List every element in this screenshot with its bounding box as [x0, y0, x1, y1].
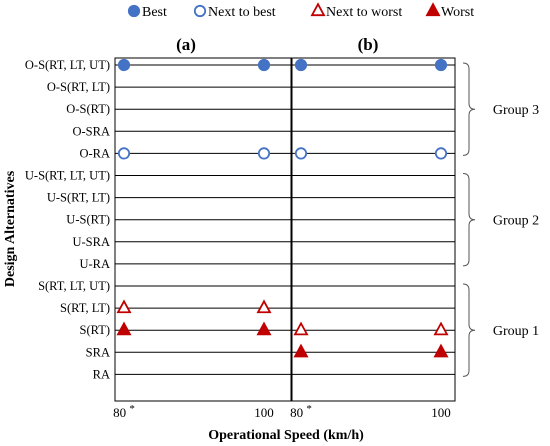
x-tick-label: 80 *	[290, 403, 312, 420]
point-next-to-best	[257, 147, 271, 160]
category-label: U-S(RT, LT)	[47, 191, 110, 205]
panel-a-title: (a)	[176, 35, 196, 54]
point-next-to-best	[294, 147, 308, 160]
category-label: S(RT)	[80, 323, 111, 337]
point-worst	[293, 343, 309, 358]
point-worst	[116, 321, 132, 336]
panel-b-title: (b)	[358, 35, 379, 54]
panel-b: 80 * 100	[290, 58, 455, 420]
panel-b-frame	[291, 57, 456, 402]
point-worst	[433, 343, 449, 358]
category-label: O-S(RT, LT)	[47, 80, 110, 94]
legend-label-next-to-best: Next to best	[208, 5, 276, 20]
legend-marker-worst	[425, 2, 441, 17]
x-tick-label: 100	[254, 405, 274, 420]
point-best	[294, 58, 308, 72]
group-label: Group 2	[493, 214, 539, 229]
category-label: SRA	[86, 345, 110, 359]
point-next-to-worst	[433, 321, 449, 336]
y-axis-label: Design Alternatives	[3, 170, 18, 287]
point-next-to-worst	[116, 299, 132, 314]
point-next-to-best	[117, 147, 131, 160]
category-label: RA	[93, 367, 110, 381]
group-bracket	[462, 62, 476, 156]
group-label: Group 1	[493, 324, 539, 339]
panel-a-frame	[114, 57, 292, 402]
legend-label-next-to-worst: Next to worst	[326, 5, 402, 20]
legend-marker-best	[127, 4, 141, 18]
x-tick-label: 100	[431, 405, 451, 420]
group-bracket	[462, 283, 476, 377]
category-label: S(RT, LT)	[60, 301, 110, 315]
legend-marker-next-to-best	[193, 4, 207, 18]
legend-label-worst: Worst	[441, 5, 474, 20]
legend: Best Next to best Next to worst Worst	[127, 2, 474, 20]
group-bracket	[462, 173, 476, 267]
category-label: O-SRA	[72, 124, 110, 138]
category-label: U-S(RT)	[66, 213, 110, 227]
category-label: O-S(RT, LT, UT)	[25, 58, 110, 72]
legend-label-best: Best	[142, 5, 167, 20]
category-labels: O-S(RT, LT, UT) O-S(RT, LT) O-S(RT) O-SRA O-…	[25, 58, 110, 381]
category-label: S(RT, LT, UT)	[38, 279, 110, 293]
point-next-to-worst	[256, 299, 272, 314]
group-label: Group 3	[493, 103, 539, 118]
category-label: U-S(RT, LT, UT)	[25, 169, 110, 183]
group-brackets: Group 3 Group 2 Group 1	[462, 62, 539, 377]
category-label: U-RA	[79, 257, 110, 271]
point-best	[257, 58, 271, 72]
x-axis-label: Operational Speed (km/h)	[208, 428, 364, 443]
legend-marker-next-to-worst	[310, 2, 326, 17]
point-best	[117, 58, 131, 72]
point-worst	[256, 321, 272, 336]
point-next-to-worst	[293, 321, 309, 336]
point-next-to-best	[434, 147, 448, 160]
category-label: O-RA	[79, 146, 110, 160]
x-tick-label: 80 *	[113, 403, 135, 420]
panel-a: 80 * 100	[113, 58, 291, 420]
category-label: U-SRA	[72, 235, 110, 249]
category-label: O-S(RT)	[66, 102, 110, 116]
point-best	[434, 58, 448, 72]
